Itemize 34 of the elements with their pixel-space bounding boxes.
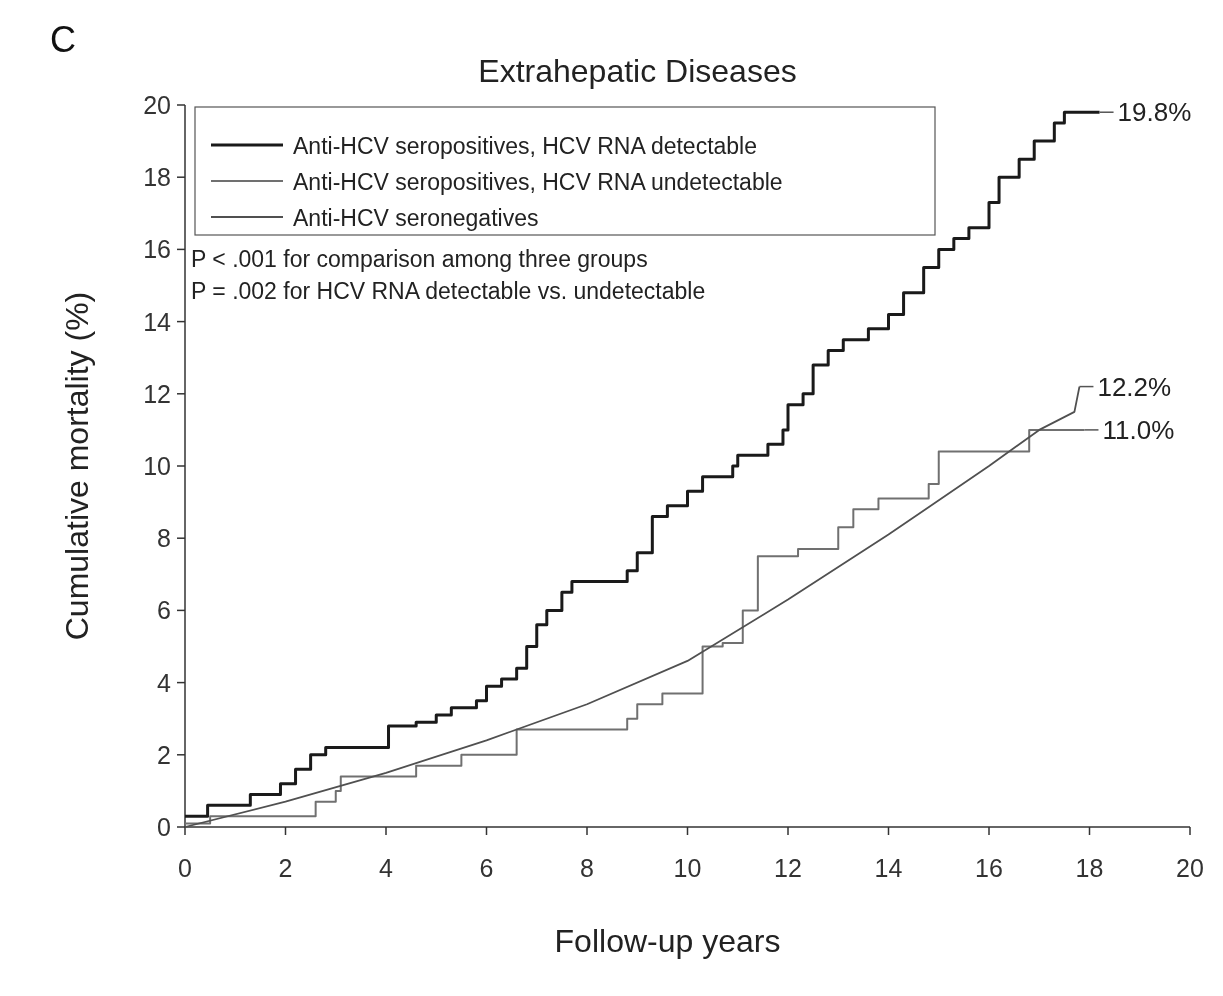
y-tick-label: 2 [157,740,171,769]
x-tick-label: 10 [673,854,702,882]
x-tick-label: 8 [580,854,594,882]
y-tick-label: 10 [143,452,171,480]
x-tick-label: 0 [178,854,192,882]
y-tick-label: 16 [143,235,171,264]
y-tick-label: 0 [157,813,171,841]
legend-label: Anti-HCV seronegatives [293,205,539,231]
y-tick-label: 6 [157,596,171,625]
legend-label: Anti-HCV seropositives, HCV RNA detectable [293,133,758,159]
y-tick-label: 18 [143,163,171,192]
annotation: 19.8% [1117,97,1192,128]
y-tick-label: 8 [157,524,171,553]
x-axis-title: Follow-up years [554,923,781,959]
y-tick-label: 14 [143,307,172,336]
x-tick-label: 14 [874,854,903,882]
annotation: P < .001 for comparison among three groups [191,246,648,272]
y-axis-title: Cumulative mortality (%) [59,291,95,641]
legend-label: Anti-HCV seropositives, HCV RNA undetectable [293,169,783,195]
y-tick-label: 20 [143,91,171,119]
y-tick-label: 12 [143,379,171,408]
x-tick-label: 12 [774,854,802,882]
annotation: P = .002 for HCV RNA detectable vs. undetectable [191,278,706,304]
x-tick-label: 6 [479,854,494,882]
x-tick-label: 4 [379,854,394,882]
text: C [50,19,76,60]
y-tick-label: 4 [157,668,172,697]
x-tick-label: 2 [278,854,293,882]
annotation: 11.0% [1102,414,1175,445]
chart-title: Extrahepatic Diseases [478,53,797,89]
x-tick-label: 18 [1075,854,1104,882]
x-tick-label: 20 [1176,854,1204,882]
x-tick-label: 16 [975,854,1003,882]
annotation: 12.2% [1097,371,1172,402]
